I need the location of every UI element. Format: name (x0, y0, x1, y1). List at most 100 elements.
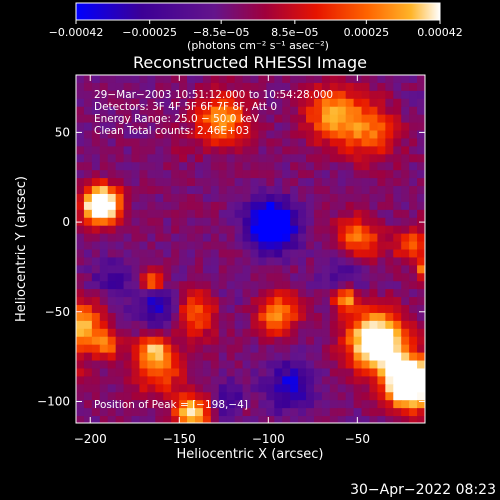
heatmap-cell (210, 138, 220, 147)
heatmap-cell (266, 297, 275, 306)
heatmap-cell (353, 170, 363, 179)
heatmap-cell (171, 122, 180, 132)
heatmap-cell (234, 312, 244, 322)
heatmap-cell (234, 98, 244, 108)
heatmap-cell (329, 122, 339, 132)
heatmap-cell (321, 162, 331, 171)
heatmap-cell (76, 178, 85, 187)
heatmap-cell (163, 154, 172, 163)
heatmap-cell (401, 416, 410, 423)
heatmap-cell (313, 376, 323, 385)
heatmap-cell (409, 416, 418, 423)
heatmap-cell (290, 178, 299, 187)
heatmap-cell (274, 138, 283, 147)
heatmap-cell (218, 257, 228, 266)
heatmap-cell (171, 114, 180, 124)
heatmap-cell (234, 217, 244, 227)
heatmap-cell (329, 392, 339, 401)
heatmap-cell (155, 384, 164, 393)
heatmap-cell (266, 265, 275, 274)
heatmap-cell (163, 186, 172, 195)
heatmap-cell (226, 98, 236, 108)
heatmap-cell (107, 384, 117, 393)
heatmap-cell (91, 154, 101, 163)
heatmap-cell (155, 416, 164, 423)
heatmap-cell (377, 392, 386, 401)
heatmap-cell (163, 114, 172, 124)
heatmap-cell (115, 336, 125, 346)
heatmap-cell (306, 170, 315, 179)
heatmap-cell (187, 209, 196, 219)
heatmap-cell (250, 360, 260, 370)
heatmap-cell (290, 114, 299, 124)
heatmap-cell (337, 360, 347, 370)
heatmap-cell (242, 368, 252, 378)
heatmap-cell (258, 344, 267, 354)
heatmap-cell (393, 249, 402, 259)
heatmap-cell (377, 265, 386, 274)
heatmap-cell (107, 416, 117, 423)
heatmap-cell (393, 122, 402, 132)
heatmap-cell (234, 122, 244, 132)
heatmap-cell (313, 320, 323, 330)
chart-title: Reconstructed RHESSI Image (133, 53, 367, 72)
heatmap-cell (409, 297, 418, 306)
heatmap-cell (313, 162, 323, 171)
heatmap-cell (155, 376, 164, 385)
heatmap-cell (234, 106, 244, 116)
heatmap-cell (417, 193, 425, 203)
heatmap-cell (107, 297, 117, 306)
heatmap-cell (155, 281, 164, 290)
heatmap-cell (298, 233, 307, 243)
heatmap-cell (107, 122, 117, 132)
heatmap-cell (155, 138, 164, 147)
heatmap-cell (99, 257, 109, 266)
heatmap-cell (266, 241, 275, 251)
heatmap-cell (226, 106, 236, 116)
heatmap-cell (345, 186, 355, 195)
heatmap-cell (115, 130, 125, 140)
heatmap-cell (107, 170, 117, 179)
heatmap-cell (83, 392, 93, 401)
heatmap-cell (385, 305, 394, 314)
heatmap-cell (337, 384, 347, 393)
heatmap-cell (306, 98, 315, 108)
heatmap-cell (163, 297, 172, 306)
heatmap-cell (393, 146, 402, 155)
heatmap-cell (282, 360, 291, 370)
heatmap-cell (385, 90, 394, 100)
heatmap-cell (274, 392, 283, 401)
heatmap-cell (385, 146, 394, 155)
heatmap-cell (163, 368, 172, 378)
heatmap-cell (83, 75, 93, 84)
heatmap-cell (202, 122, 212, 132)
heatmap-cell (250, 130, 260, 140)
heatmap-cell (298, 281, 307, 290)
heatmap-cell (361, 217, 371, 227)
heatmap-cell (353, 257, 363, 266)
heatmap-cell (353, 138, 363, 147)
heatmap-cell (194, 201, 204, 211)
heatmap-cell (306, 360, 315, 370)
heatmap-cell (91, 162, 101, 171)
heatmap-cell (194, 416, 204, 423)
heatmap-cell (234, 297, 244, 306)
heatmap-cell (123, 328, 133, 338)
heatmap-cell (369, 368, 379, 378)
heatmap-cell (329, 320, 339, 330)
heatmap-cell (226, 265, 236, 274)
heatmap-cell (266, 233, 275, 243)
heatmap-cell (385, 178, 394, 187)
heatmap-cell (306, 312, 315, 322)
heatmap-cell (250, 408, 260, 417)
heatmap-cell (194, 305, 204, 314)
heatmap-cell (274, 186, 283, 195)
heatmap-cell (163, 336, 172, 346)
colorbar-tick-label: −8.5e−05 (193, 26, 250, 39)
heatmap-cell (298, 273, 307, 282)
heatmap-cell (194, 217, 204, 227)
heatmap-cell (353, 289, 363, 298)
heatmap-cell (345, 376, 355, 385)
heatmap-cell (369, 265, 379, 274)
heatmap-cell (171, 170, 180, 179)
